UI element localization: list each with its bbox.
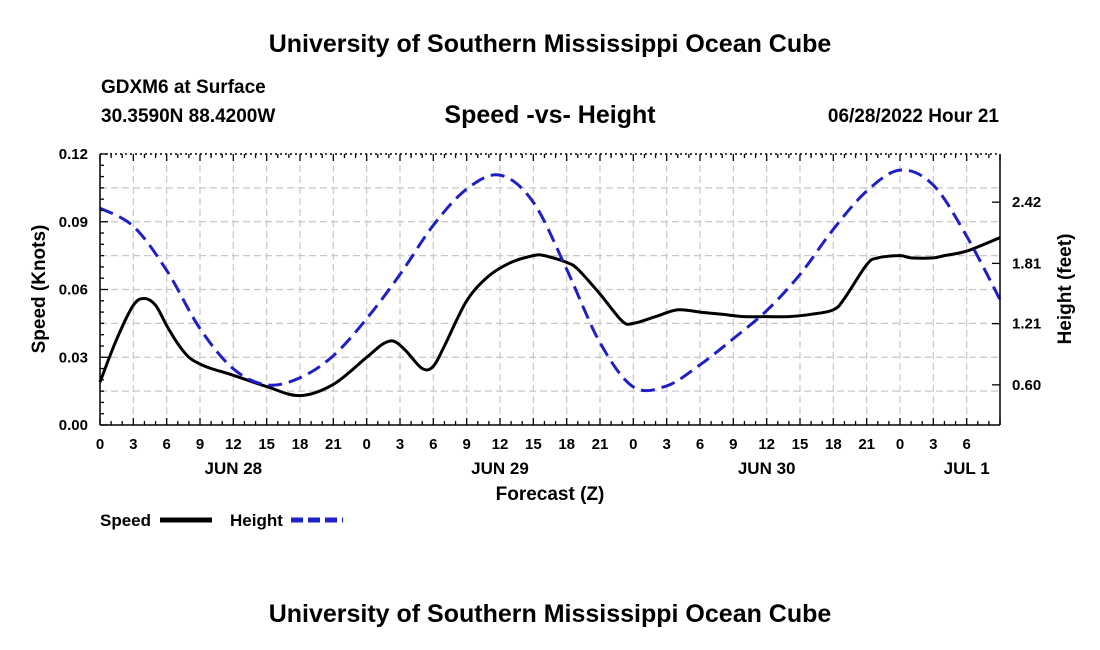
series-lines bbox=[98, 168, 1002, 398]
legend-speed-label: Speed bbox=[100, 511, 151, 530]
x-axis-title: Forecast (Z) bbox=[496, 484, 605, 505]
legend-height-label: Height bbox=[230, 511, 283, 530]
y2-axis-title: Height (feet) bbox=[1055, 234, 1076, 345]
x-tick-label: 3 bbox=[396, 436, 404, 453]
y2-tick-label: 0.60 bbox=[1012, 377, 1041, 394]
y-axis-title: Speed (Knots) bbox=[29, 225, 50, 354]
x-tick-label: 12 bbox=[758, 436, 775, 453]
x-date-label: JUL 1 bbox=[944, 459, 990, 478]
footer-title: University of Southern Mississippi Ocean… bbox=[268, 600, 832, 628]
x-tick-label: 18 bbox=[558, 436, 575, 453]
page-title: University of Southern Mississippi Ocean… bbox=[268, 30, 832, 58]
x-tick-label: 9 bbox=[196, 436, 204, 453]
axis-labels: 0 3 6 9 12 15 18 21 0 3 6 9 12 15 18 21 0 3 6 9 12 15 18 21 0 3 6 J… bbox=[29, 146, 1076, 505]
y2-tick-label: 2.42 bbox=[1012, 194, 1041, 211]
x-tick-label: 0 bbox=[896, 436, 904, 453]
x-tick-label: 9 bbox=[729, 436, 737, 453]
legend: Speed Height bbox=[100, 511, 343, 530]
y-tick-label: 0.03 bbox=[59, 349, 88, 366]
x-tick-label: 21 bbox=[592, 436, 609, 453]
x-tick-label: 12 bbox=[492, 436, 509, 453]
axis-ticks bbox=[99, 153, 1001, 426]
x-tick-label: 6 bbox=[162, 436, 170, 453]
x-date-label: JUN 28 bbox=[205, 459, 263, 478]
speed-height-chart: 0 3 6 9 12 15 18 21 0 3 6 9 12 15 18 21 0 3 6 9 12 15 18 21 0 3 6 J… bbox=[29, 146, 1076, 530]
x-tick-label: 6 bbox=[696, 436, 704, 453]
x-tick-label: 6 bbox=[429, 436, 437, 453]
x-date-label: JUN 29 bbox=[471, 459, 529, 478]
x-tick-label: 9 bbox=[462, 436, 470, 453]
y-tick-label: 0.00 bbox=[59, 417, 88, 434]
y-tick-label: 0.09 bbox=[59, 214, 88, 231]
x-tick-label: 0 bbox=[629, 436, 637, 453]
x-tick-label: 18 bbox=[292, 436, 309, 453]
x-tick-label: 18 bbox=[825, 436, 842, 453]
forecast-datetime: 06/28/2022 Hour 21 bbox=[827, 106, 999, 127]
speed-series-line bbox=[98, 236, 1001, 398]
x-tick-label: 6 bbox=[962, 436, 970, 453]
y-tick-label: 0.06 bbox=[59, 282, 88, 299]
coordinates-label: 30.3590N 88.4200W bbox=[101, 106, 276, 127]
height-series-line bbox=[99, 168, 1002, 393]
x-tick-label: 3 bbox=[129, 436, 137, 453]
x-tick-label: 21 bbox=[858, 436, 875, 453]
x-tick-label: 12 bbox=[225, 436, 242, 453]
grid bbox=[100, 154, 1000, 425]
x-date-label: JUN 30 bbox=[738, 459, 796, 478]
x-tick-label: 0 bbox=[362, 436, 370, 453]
x-tick-label: 3 bbox=[662, 436, 670, 453]
x-tick-label: 3 bbox=[929, 436, 937, 453]
x-tick-label: 15 bbox=[525, 436, 542, 453]
x-tick-label: 15 bbox=[258, 436, 275, 453]
y-tick-label: 0.12 bbox=[59, 146, 88, 163]
y2-tick-label: 1.81 bbox=[1012, 255, 1041, 272]
x-tick-label: 21 bbox=[325, 436, 342, 453]
y2-tick-label: 1.21 bbox=[1012, 316, 1041, 333]
x-tick-label: 15 bbox=[792, 436, 809, 453]
station-label: GDXM6 at Surface bbox=[101, 77, 266, 98]
x-tick-label: 0 bbox=[96, 436, 104, 453]
chart-subtitle: Speed -vs- Height bbox=[444, 101, 656, 129]
